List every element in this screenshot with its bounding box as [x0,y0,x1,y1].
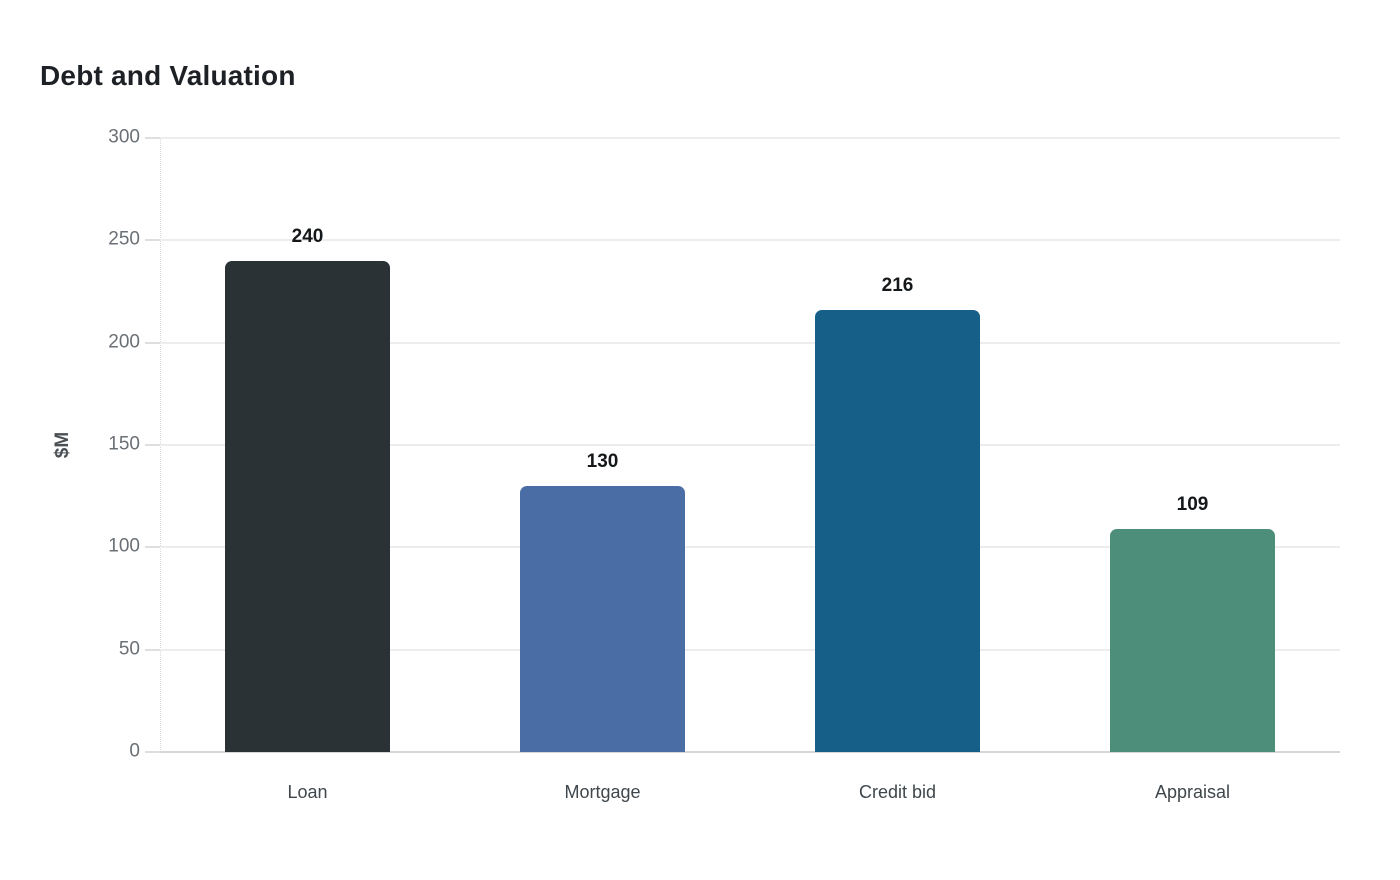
y-axis-tickmark [145,648,160,651]
y-tick-label: 50 [118,638,140,660]
gridline [160,239,1340,242]
chart-title: Debt and Valuation [40,60,296,91]
y-axis-tickmark [145,546,160,549]
x-axis-label-credit-bid: Credit bid [858,782,937,802]
x-axis-label-mortgage: Mortgage [564,782,641,802]
y-axis-tickmark [145,341,160,344]
gridline [160,137,1340,139]
gridline [160,546,1340,549]
y-tick-label: 150 [108,433,140,455]
y-tick-label: 300 [108,126,140,148]
y-tick-label: 200 [108,331,140,353]
y-axis-tickmark [145,137,160,139]
bar-mortgage: 130 [520,451,685,752]
y-tick-label: 250 [108,228,140,250]
y-tick-label: 0 [129,740,140,762]
bar-value-label: 240 [291,225,324,247]
bar-credit-bid: 216 [815,275,980,752]
bar-value-label: 109 [1176,493,1209,515]
y-axis-tickmark [145,239,160,242]
x-axis-baseline [160,751,1340,753]
plot-area: 0 50 100 150 200 250 300 240 130 216 109 Loan Mort… [52,127,1340,802]
gridline [160,444,1340,446]
bar-value-label: 130 [586,450,619,472]
bar-value-label: 216 [881,274,914,296]
y-tick-label: 100 [108,535,140,557]
y-axis-tickmark [145,444,160,446]
x-axis-label-appraisal: Appraisal [1154,782,1231,802]
gridline [160,648,1340,651]
x-axis-label-loan: Loan [287,782,328,802]
bar-appraisal: 109 [1110,494,1275,752]
gridline [160,341,1340,344]
y-axis-tickmark [145,751,160,753]
bar-loan: 240 [225,226,390,752]
y-axis-title: $M [52,431,73,459]
